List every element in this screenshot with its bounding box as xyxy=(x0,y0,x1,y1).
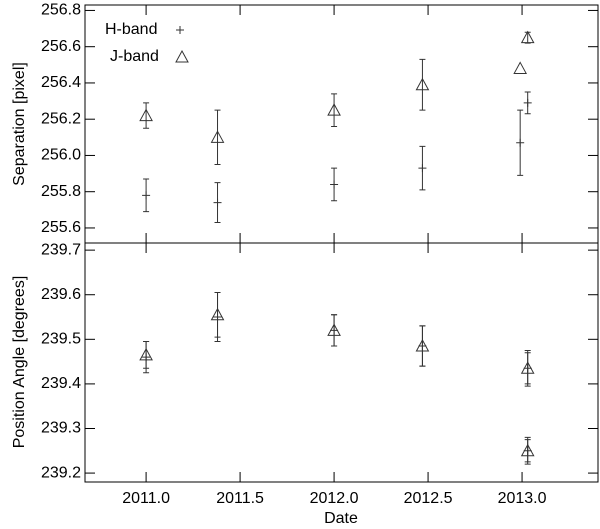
y-axis-label: Separation [pixel] xyxy=(11,62,28,186)
y-tick-label: 256.4 xyxy=(41,74,81,91)
data-point xyxy=(213,198,222,207)
y-tick-label: 239.5 xyxy=(41,331,81,348)
data-point xyxy=(513,61,528,74)
error-bar xyxy=(214,109,221,166)
error-bar xyxy=(419,325,426,367)
data-point xyxy=(139,108,153,122)
y-tick-label: 239.4 xyxy=(41,375,81,392)
y-axis-label: Position Angle [degrees] xyxy=(11,276,28,449)
top-frame xyxy=(84,4,599,244)
error-bar xyxy=(524,31,531,44)
y-tick-label: 255.8 xyxy=(41,183,81,200)
y-tick-label: 239.7 xyxy=(41,241,81,258)
error-bar xyxy=(331,93,338,127)
y-tick-label: 239.2 xyxy=(41,464,81,481)
y-tick-label: 256.2 xyxy=(41,110,81,127)
x-tick-label: 2012.5 xyxy=(404,490,453,507)
data-point xyxy=(516,138,525,147)
data-point xyxy=(415,338,430,352)
error-bar xyxy=(143,102,150,129)
x-tick-label: 2011.5 xyxy=(216,490,264,507)
data-point xyxy=(327,323,341,336)
error-bar xyxy=(524,352,531,385)
legend-label: H-band xyxy=(105,21,157,38)
legend-marker xyxy=(175,49,189,63)
bottom-frame xyxy=(84,242,599,483)
error-bar xyxy=(214,291,221,338)
data-point xyxy=(520,361,535,374)
error-bar xyxy=(524,439,531,463)
data-point xyxy=(139,347,153,361)
data-point xyxy=(415,77,430,91)
x-tick-label: 2011.0 xyxy=(122,490,170,507)
legend-marker xyxy=(176,26,184,34)
data-point xyxy=(142,191,151,200)
data-point xyxy=(327,103,341,116)
legend-label: J-band xyxy=(110,48,159,65)
data-point xyxy=(418,164,427,173)
y-tick-label: 256.8 xyxy=(41,2,81,19)
x-axis-label: Date xyxy=(324,510,358,527)
data-point xyxy=(330,180,339,189)
x-tick-label: 2012.0 xyxy=(310,490,359,507)
y-tick-label: 255.6 xyxy=(41,219,81,236)
data-point xyxy=(520,443,535,457)
data-point xyxy=(520,30,535,44)
error-bar xyxy=(419,58,426,111)
data-point xyxy=(523,98,532,107)
error-bar xyxy=(331,314,338,347)
y-tick-label: 239.3 xyxy=(41,420,81,437)
x-tick-label: 2013.0 xyxy=(498,490,547,507)
y-tick-label: 256.0 xyxy=(41,147,81,164)
data-point xyxy=(210,307,225,321)
data-point xyxy=(210,130,225,143)
y-tick-label: 239.6 xyxy=(41,286,81,303)
y-tick-label: 256.6 xyxy=(41,38,81,55)
error-bar xyxy=(143,341,150,369)
